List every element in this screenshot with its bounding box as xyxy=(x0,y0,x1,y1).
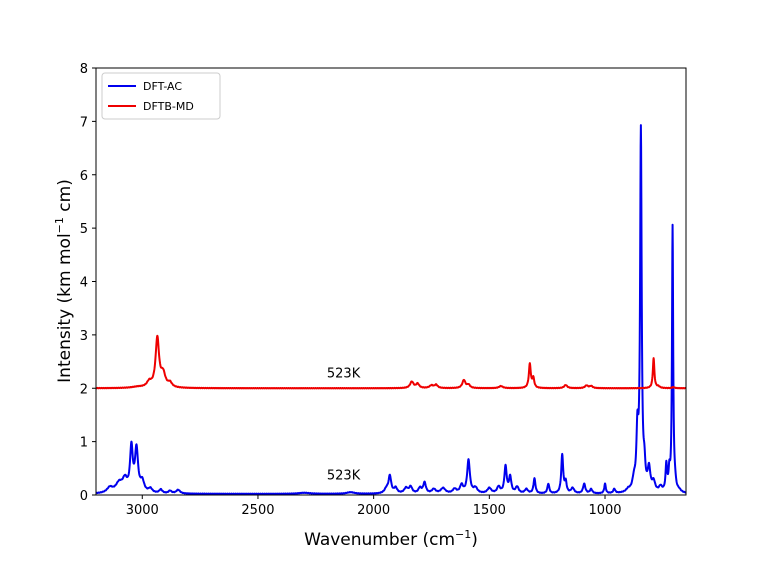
legend-box xyxy=(101,72,221,120)
temperature-annotation: 523K xyxy=(327,367,361,382)
y-axis-ticks: 0 1 2 3 4 5 6 7 8 xyxy=(80,62,96,504)
y-tick-label: 6 xyxy=(80,169,88,184)
x-tick-label: 2500 xyxy=(241,503,274,518)
legend-label-dft-ac: DFT-AC xyxy=(143,80,182,93)
x-axis-ticks: 3000 2500 2000 1500 1000 xyxy=(126,495,622,518)
y-tick-label: 5 xyxy=(80,222,88,237)
temperature-annotation: 523K xyxy=(327,469,361,484)
series-layer xyxy=(95,124,687,496)
y-tick-label: 2 xyxy=(80,382,88,397)
y-tick-label: 7 xyxy=(80,115,88,130)
x-tick-label: 2000 xyxy=(357,503,390,518)
x-axis-label: Wavenumber (cm−1) xyxy=(304,528,478,550)
series-line-dft-ac xyxy=(95,124,687,496)
y-tick-label: 0 xyxy=(80,489,88,504)
y-tick-label: 4 xyxy=(80,276,88,291)
x-tick-label: 1000 xyxy=(588,503,621,518)
y-tick-label: 3 xyxy=(80,329,88,344)
x-tick-label: 3000 xyxy=(126,503,159,518)
y-axis-label: Intensity (km mol−1 cm) xyxy=(53,179,75,383)
legend-label-dftb-md: DFTB-MD xyxy=(143,100,194,113)
annotations: 523K 523K xyxy=(327,367,361,484)
legend: DFT-AC DFTB-MD xyxy=(101,72,221,120)
y-tick-label: 1 xyxy=(80,436,88,451)
y-tick-label: 8 xyxy=(80,62,88,77)
x-tick-label: 1500 xyxy=(473,503,506,518)
series-line-dftb-md xyxy=(95,334,687,390)
